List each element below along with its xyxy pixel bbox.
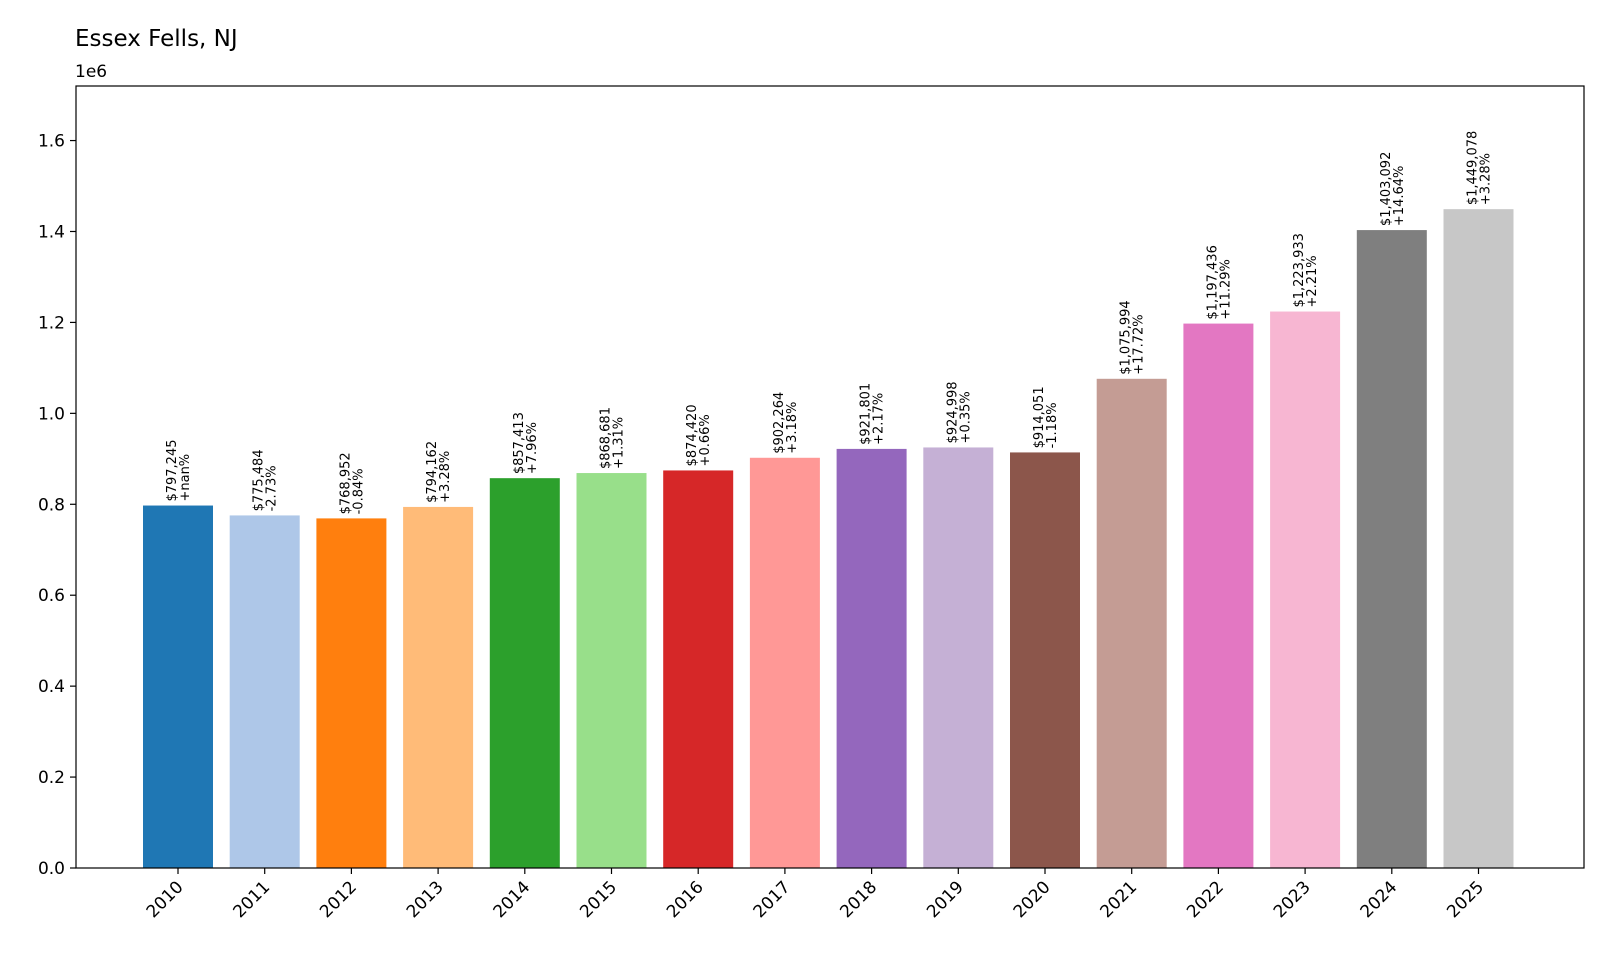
bar-2016 — [663, 470, 734, 868]
bar-label-2010: $797,245+nan% — [165, 440, 193, 502]
y-tick-label: 0.2 — [38, 768, 65, 788]
bar-value-label: $1,449,078 — [1466, 131, 1481, 205]
bar-label-2019: $924,998+0.35% — [945, 381, 973, 443]
bar-value-label: $914,051 — [1032, 386, 1047, 448]
bar-label-2025: $1,449,078+3.28% — [1466, 131, 1494, 205]
bar-labels-group: $797,245+nan% $775,484-2.73% $768,952-0.84… — [165, 131, 1494, 515]
y-tick-label: 1.4 — [38, 222, 65, 242]
bar-label-2012: $768,952-0.84% — [338, 452, 366, 514]
bar-change-label: +2.17% — [872, 393, 887, 445]
bar-2025 — [1443, 209, 1514, 869]
bar-value-label: $857,413 — [512, 412, 527, 474]
bar-label-2011: $775,484-2.73% — [252, 449, 280, 511]
bars-group — [143, 209, 1514, 869]
x-tick-label-2022: 2022 — [1183, 877, 1228, 922]
x-tick-label-2025: 2025 — [1443, 877, 1488, 922]
bar-label-2016: $874,420+0.66% — [685, 404, 713, 466]
y-axis-offset-label: 1e6 — [75, 62, 107, 82]
bar-2022 — [1183, 323, 1254, 868]
bar-change-label: +3.18% — [785, 402, 800, 454]
bar-change-label: +17.72% — [1132, 314, 1147, 374]
bar-label-2023: $1,223,933+2.21% — [1292, 233, 1320, 307]
bar-value-label: $797,245 — [165, 440, 180, 502]
chart-title: Essex Fells, NJ — [75, 26, 238, 52]
x-tick-label-2014: 2014 — [490, 877, 535, 922]
bar-2011 — [229, 515, 300, 868]
bar-label-2015: $868,681+1.31% — [599, 407, 627, 469]
y-tick-label: 0.8 — [38, 495, 65, 515]
y-tick-label: 0.6 — [38, 586, 65, 606]
plot-frame — [75, 85, 1585, 869]
x-tick-label-2010: 2010 — [143, 877, 188, 922]
x-tick-label-2023: 2023 — [1270, 877, 1315, 922]
bar-change-label: +3.28% — [438, 451, 453, 503]
bar-2020 — [1010, 452, 1080, 868]
bar-value-label: $874,420 — [685, 404, 700, 466]
y-tick-label: 0.0 — [38, 859, 65, 879]
bar-change-label: +2.21% — [1305, 255, 1320, 307]
bar-change-label: +3.28% — [1479, 153, 1494, 205]
x-tick-label-2021: 2021 — [1096, 877, 1141, 922]
x-tick-label-2020: 2020 — [1010, 877, 1055, 922]
bar-2024 — [1356, 230, 1427, 869]
x-tick-label-2019: 2019 — [923, 877, 968, 922]
bar-label-2020: $914,051-1.18% — [1032, 386, 1060, 448]
bar-2021 — [1096, 378, 1167, 868]
bar-change-label: -0.84% — [351, 468, 366, 514]
bar-value-label: $768,952 — [338, 452, 353, 514]
bar-change-label: +nan% — [178, 454, 193, 502]
y-tick-label: 1.6 — [38, 132, 65, 152]
bar-value-label: $924,998 — [945, 381, 960, 443]
bar-change-label: +11.29% — [1218, 259, 1233, 319]
bar-2010 — [143, 505, 213, 868]
bar-label-2014: $857,413+7.96% — [512, 412, 540, 474]
x-tick-label-2016: 2016 — [663, 877, 708, 922]
bar-label-2018: $921,801+2.17% — [859, 383, 887, 445]
x-tick-label-2024: 2024 — [1357, 877, 1402, 922]
bar-change-label: +14.64% — [1392, 166, 1407, 226]
y-tick-label: 0.4 — [38, 677, 65, 697]
bar-2023 — [1270, 311, 1341, 868]
bar-change-label: +1.31% — [612, 417, 627, 469]
bar-value-label: $921,801 — [859, 383, 874, 445]
x-tick-label-2011: 2011 — [230, 877, 275, 922]
x-tick-label-2015: 2015 — [576, 877, 621, 922]
bar-value-label: $794,162 — [425, 441, 440, 503]
bar-value-label: $1,223,933 — [1292, 233, 1307, 307]
bar-change-label: -1.18% — [1045, 402, 1060, 448]
bar-change-label: +0.66% — [698, 414, 713, 466]
bar-2019 — [923, 447, 994, 868]
x-tick-label-2017: 2017 — [750, 877, 795, 922]
bar-change-label: +7.96% — [525, 422, 540, 474]
x-tick-label-2013: 2013 — [403, 877, 448, 922]
bar-2014 — [489, 478, 560, 868]
bar-2013 — [403, 506, 474, 868]
x-tick-label-2018: 2018 — [836, 877, 881, 922]
bar-value-label: $902,264 — [772, 392, 787, 454]
bar-2018 — [836, 448, 907, 868]
bar-label-2024: $1,403,092+14.64% — [1379, 152, 1407, 226]
bar-value-label: $868,681 — [599, 407, 614, 469]
bar-value-label: $775,484 — [252, 449, 267, 511]
bar-value-label: $1,075,994 — [1119, 300, 1134, 374]
x-tick-label-2012: 2012 — [316, 877, 361, 922]
bar-value-label: $1,403,092 — [1379, 152, 1394, 226]
bar-value-label: $1,197,436 — [1205, 245, 1220, 319]
bar-change-label: +0.35% — [958, 391, 973, 443]
bar-label-2017: $902,264+3.18% — [772, 392, 800, 454]
bar-2015 — [576, 473, 647, 868]
y-tick-label: 1.2 — [38, 313, 65, 333]
y-tick-label: 1.0 — [38, 404, 65, 424]
bar-label-2013: $794,162+3.28% — [425, 441, 453, 503]
bar-label-2022: $1,197,436+11.29% — [1205, 245, 1233, 319]
bar-2017 — [749, 457, 820, 868]
bar-2012 — [316, 518, 387, 868]
bar-change-label: -2.73% — [265, 465, 280, 511]
x-axis: 2010 2011 2012 2013 2014 2015 2016 2017 2018 2019… — [143, 868, 1488, 922]
bar-label-2021: $1,075,994+17.72% — [1119, 300, 1147, 374]
y-axis: 0.0 0.2 0.4 0.6 0.8 1.0 1.2 1.4 1.6 — [38, 132, 76, 879]
